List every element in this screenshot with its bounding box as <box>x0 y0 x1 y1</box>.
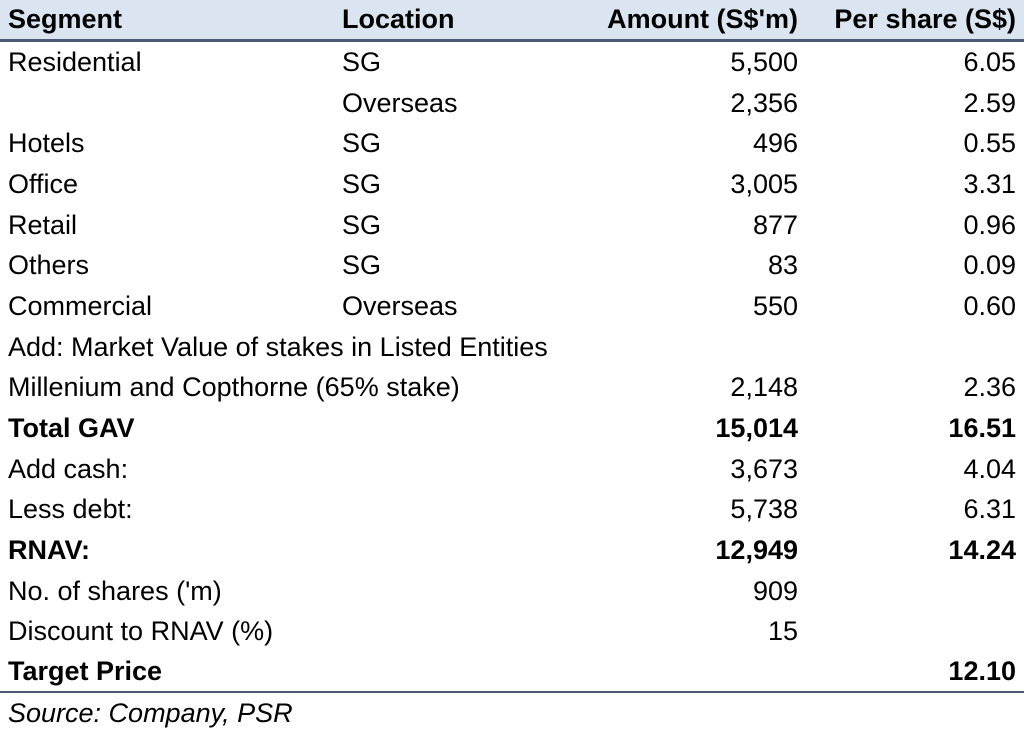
cell-per-share: 2.59 <box>963 87 1016 118</box>
cell-per-share: 3.31 <box>963 168 1016 199</box>
table-row: Discount to RNAV (%) 15 <box>0 612 1024 653</box>
rnav-table: Segment Location Amount (S$'m) Per share… <box>0 0 1024 728</box>
cell-segment: Office <box>8 168 79 199</box>
cell-amount: 2,148 <box>730 372 798 403</box>
cell-amount: 909 <box>752 575 798 606</box>
table-row: Target Price 12.10 <box>0 652 1024 693</box>
cell-per-share: 0.60 <box>963 290 1016 321</box>
cell-segment: Discount to RNAV (%) <box>8 616 274 647</box>
cell-per-share: 0.55 <box>963 128 1016 159</box>
cell-location: Overseas <box>342 87 458 118</box>
cell-amount: 2,356 <box>730 87 798 118</box>
cell-amount: 550 <box>752 290 798 321</box>
table-row: Add: Market Value of stakes in Listed En… <box>0 327 1024 368</box>
cell-segment: Others <box>8 250 90 281</box>
cell-segment: Hotels <box>8 128 85 159</box>
table-row: Office SG 3,005 3.31 <box>0 164 1024 205</box>
cell-segment: Retail <box>8 209 78 240</box>
cell-location: SG <box>342 46 382 77</box>
cell-location: Overseas <box>342 290 458 321</box>
cell-amount: 12,949 <box>715 535 798 566</box>
cell-segment: Total GAV <box>8 413 135 444</box>
table-row: Retail SG 877 0.96 <box>0 205 1024 246</box>
cell-segment: Residential <box>8 46 142 77</box>
table-row: Residential SG 5,500 6.05 <box>0 42 1024 83</box>
table-row: No. of shares ('m) 909 <box>0 571 1024 612</box>
cell-location: SG <box>342 209 382 240</box>
table-row: RNAV: 12,949 14.24 <box>0 530 1024 571</box>
cell-amount: 496 <box>752 128 798 159</box>
cell-location: SG <box>342 128 382 159</box>
source-note: Source: Company, PSR <box>8 697 293 728</box>
table-row: Add cash: 3,673 4.04 <box>0 449 1024 490</box>
cell-segment: Target Price <box>8 656 163 687</box>
cell-per-share: 2.36 <box>963 372 1016 403</box>
cell-segment: Add cash: <box>8 453 129 484</box>
cell-per-share: 0.09 <box>963 250 1016 281</box>
cell-per-share: 4.04 <box>963 453 1016 484</box>
cell-per-share: 0.96 <box>963 209 1016 240</box>
header-segment: Segment <box>8 4 123 34</box>
cell-amount: 3,005 <box>730 168 798 199</box>
cell-amount: 15 <box>767 616 798 647</box>
header-per-share: Per share (S$) <box>834 4 1016 34</box>
cell-amount: 3,673 <box>730 453 798 484</box>
table-row: Hotels SG 496 0.55 <box>0 123 1024 164</box>
cell-segment: RNAV: <box>8 535 91 566</box>
table-header: Segment Location Amount (S$'m) Per share… <box>0 0 1024 42</box>
table-row: Less debt: 5,738 6.31 <box>0 490 1024 531</box>
cell-amount: 5,738 <box>730 494 798 525</box>
table-row: Total GAV 15,014 16.51 <box>0 408 1024 449</box>
table-row: Others SG 83 0.09 <box>0 245 1024 286</box>
table-body: Residential SG 5,500 6.05 Overseas 2,356 2.59 H… <box>0 42 1024 693</box>
cell-amount: 83 <box>767 250 798 281</box>
cell-amount: 877 <box>752 209 798 240</box>
cell-amount: 15,014 <box>715 413 798 444</box>
header-location: Location <box>342 4 455 34</box>
cell-location: SG <box>342 168 382 199</box>
cell-segment: No. of shares ('m) <box>8 575 222 606</box>
cell-per-share: 14.24 <box>948 535 1016 566</box>
cell-per-share: 16.51 <box>948 413 1016 444</box>
cell-amount: 5,500 <box>730 46 798 77</box>
cell-segment: Add: Market Value of stakes in Listed En… <box>8 331 548 362</box>
cell-segment: Less debt: <box>8 494 133 525</box>
cell-segment: Millenium and Copthorne (65% stake) <box>8 372 460 403</box>
cell-per-share: 12.10 <box>948 656 1016 687</box>
header-amount: Amount (S$'m) <box>607 4 798 34</box>
cell-per-share: 6.31 <box>963 494 1016 525</box>
table-row: Commercial Overseas 550 0.60 <box>0 286 1024 327</box>
cell-per-share: 6.05 <box>963 46 1016 77</box>
cell-location: SG <box>342 250 382 281</box>
cell-segment: Commercial <box>8 290 153 321</box>
table-row: Overseas 2,356 2.59 <box>0 83 1024 124</box>
table-row: Millenium and Copthorne (65% stake) 2,148… <box>0 368 1024 409</box>
